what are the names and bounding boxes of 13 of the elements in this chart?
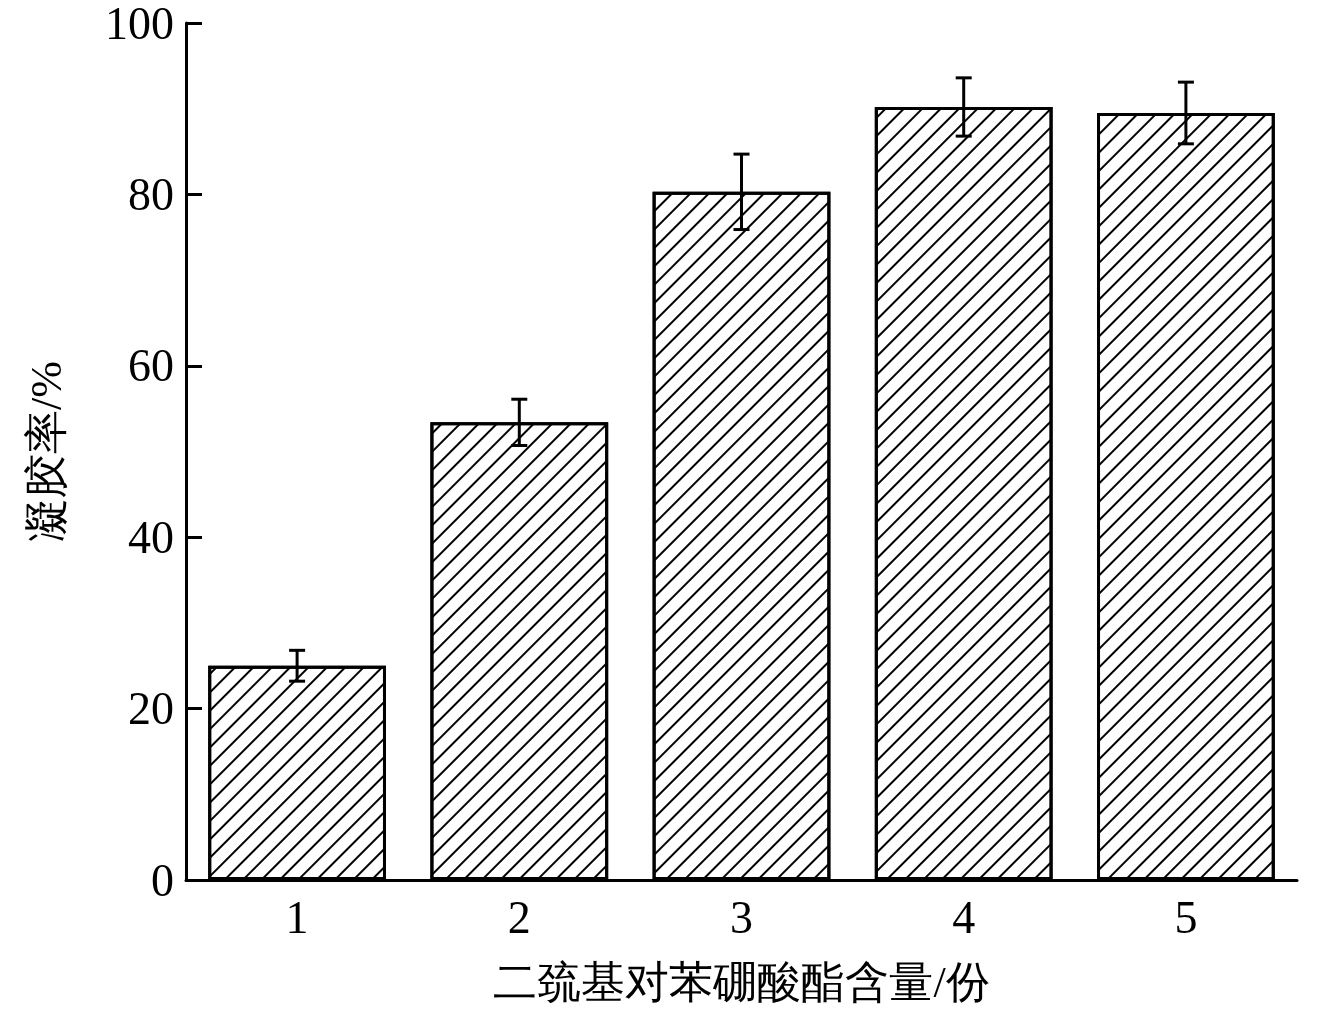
y-tick-label: 100 [105,0,174,49]
y-tick-label: 40 [128,511,174,563]
x-tick-label: 1 [285,891,309,943]
x-tick-label: 4 [952,891,976,943]
x-tick-label: 5 [1174,891,1198,943]
y-tick-label: 0 [151,854,174,906]
y-tick-label: 20 [128,683,174,735]
y-axis-title: 凝胶率/% [21,361,71,542]
y-tick-label: 80 [128,168,174,220]
x-tick-label: 3 [730,891,753,943]
y-tick-label: 60 [128,340,174,392]
x-tick-label: 2 [507,891,531,943]
x-axis-title: 二巯基对苯硼酸酯含量/份 [493,957,990,1007]
